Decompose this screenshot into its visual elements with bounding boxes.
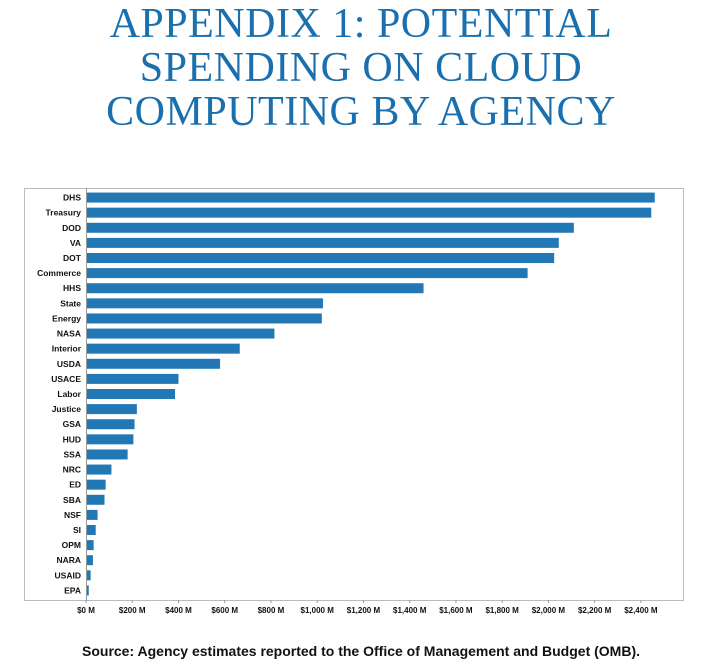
- category-label: NSF: [64, 510, 81, 520]
- category-label: NASA: [57, 329, 81, 339]
- x-tick-label: $2,200 M: [578, 606, 612, 615]
- category-label: GSA: [63, 419, 81, 429]
- category-label: USDA: [57, 359, 81, 369]
- category-label: State: [60, 298, 81, 308]
- bar-usda: [87, 358, 221, 369]
- bar-hud: [87, 434, 134, 445]
- category-label: Justice: [52, 404, 82, 414]
- bar-treasury: [87, 207, 652, 218]
- bar-state: [87, 298, 323, 309]
- bar-nsf: [87, 509, 98, 520]
- category-label: OPM: [62, 540, 81, 550]
- bar-ssa: [87, 449, 128, 460]
- x-tick-label: $2,000 M: [532, 606, 566, 615]
- category-label: SSA: [64, 449, 81, 459]
- bar-nasa: [87, 328, 275, 339]
- category-label: Treasury: [46, 208, 82, 218]
- x-tick-label: $200 M: [119, 606, 146, 615]
- bar-nara: [87, 555, 93, 566]
- category-label: USACE: [51, 374, 81, 384]
- bar-energy: [87, 313, 322, 324]
- category-label: VA: [70, 238, 81, 248]
- x-tick-label: $1,200 M: [347, 606, 381, 615]
- title-line-1: APPENDIX 1: POTENTIAL: [109, 1, 613, 47]
- bar-labor: [87, 389, 176, 399]
- x-tick-label: $600 M: [211, 606, 238, 615]
- category-label: Interior: [52, 344, 82, 354]
- bar-si: [87, 525, 96, 535]
- title-line-3: COMPUTING BY AGENCY: [106, 89, 616, 135]
- bar-justice: [87, 404, 137, 415]
- category-label: NARA: [56, 555, 81, 565]
- x-tick-label: $1,000 M: [301, 606, 335, 615]
- x-tick-label: $400 M: [165, 606, 192, 615]
- x-tick-label: $1,800 M: [485, 606, 519, 615]
- x-tick-label: $1,600 M: [439, 606, 473, 615]
- bar-opm: [87, 540, 94, 551]
- bar-sba: [87, 494, 105, 505]
- category-label: SBA: [63, 495, 81, 505]
- category-label: SI: [73, 525, 81, 535]
- bar-epa: [87, 585, 89, 596]
- category-label: NRC: [63, 465, 81, 475]
- category-label: Energy: [52, 313, 81, 323]
- bar-dod: [87, 222, 574, 233]
- chart-frame: [24, 188, 684, 601]
- source-note: Source: Agency estimates reported to the…: [82, 643, 640, 659]
- bar-dhs: [87, 192, 655, 203]
- title-line-2: SPENDING ON CLOUD: [139, 45, 583, 91]
- x-tick-label: $0 M: [77, 606, 95, 615]
- bar-interior: [87, 343, 240, 354]
- category-label: USAID: [55, 570, 81, 580]
- x-tick-label: $2,400 M: [624, 606, 658, 615]
- category-label: ED: [69, 480, 81, 490]
- category-label: DOT: [63, 253, 82, 263]
- x-tick-label: $1,400 M: [393, 606, 427, 615]
- bar-ed: [87, 479, 106, 490]
- page-title: APPENDIX 1: POTENTIAL SPENDING ON CLOUD …: [0, 2, 722, 134]
- category-label: DHS: [63, 193, 81, 203]
- category-label: EPA: [64, 585, 81, 595]
- x-tick-label: $800 M: [258, 606, 285, 615]
- bar-dot: [87, 253, 555, 263]
- category-label: HHS: [63, 283, 81, 293]
- bar-hhs: [87, 283, 424, 294]
- bar-nrc: [87, 464, 112, 475]
- category-label: HUD: [63, 434, 81, 444]
- bar-gsa: [87, 419, 135, 430]
- category-label: DOD: [62, 223, 81, 233]
- bar-usace: [87, 373, 179, 384]
- bar-commerce: [87, 268, 528, 279]
- category-label: Commerce: [37, 268, 81, 278]
- bar-usaid: [87, 570, 91, 581]
- category-label: Labor: [57, 389, 81, 399]
- bar-va: [87, 237, 559, 248]
